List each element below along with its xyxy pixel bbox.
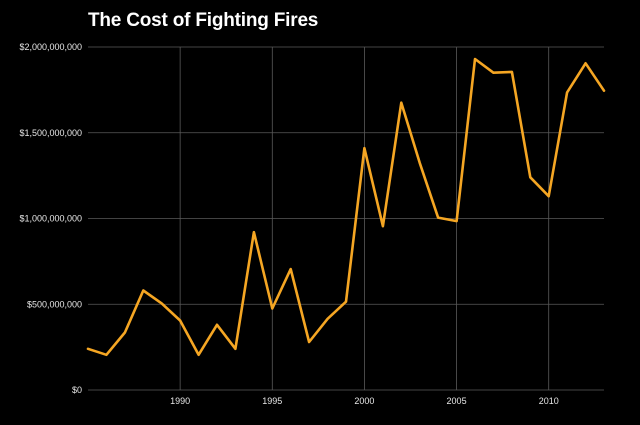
y-tick-label: $0 (72, 385, 82, 395)
series-line (86, 57, 606, 357)
y-tick-label: $2,000,000,000 (19, 42, 82, 52)
x-tick-label: 1995 (262, 396, 282, 406)
chart-title: The Cost of Fighting Fires (88, 10, 319, 31)
y-tick-label: $1,500,000,000 (19, 128, 82, 138)
y-axis-ticks: $0 $500,000,000 $1,000,000,000 $1,500,000,0… (19, 42, 82, 395)
x-tick-label: 2005 (447, 396, 467, 406)
grid-lines (88, 46, 604, 391)
y-tick-label: $1,000,000,000 (19, 214, 82, 224)
y-tick-label: $500,000,000 (27, 299, 82, 309)
series-group (86, 57, 606, 357)
x-tick-label: 2010 (539, 396, 559, 406)
x-tick-label: 1990 (170, 396, 190, 406)
x-tick-label: 2000 (354, 396, 374, 406)
x-axis-ticks: 1990 1995 2000 2005 2010 (170, 396, 559, 406)
